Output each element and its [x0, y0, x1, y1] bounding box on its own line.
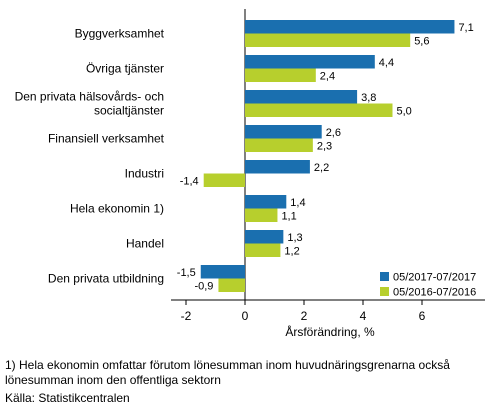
bar — [245, 20, 455, 34]
legend-swatch — [380, 272, 389, 281]
category-label: Byggverksamhet — [75, 27, 165, 41]
source-note: Källa: Statistikcentralen — [5, 391, 130, 405]
value-label: 4,4 — [379, 57, 394, 69]
value-label: 1,3 — [287, 232, 302, 244]
category-label: Hela ekonomin 1) — [70, 202, 164, 216]
category-label-line: Övriga tjänster — [86, 62, 164, 76]
value-label: 7,1 — [458, 22, 473, 34]
bar — [245, 68, 316, 82]
value-label: 2,6 — [326, 127, 341, 139]
bar — [245, 125, 322, 139]
value-label: 5,0 — [397, 105, 412, 117]
bar — [245, 230, 284, 244]
x-tick-label: 6 — [419, 309, 426, 323]
bar — [203, 173, 245, 187]
bar — [245, 90, 358, 104]
bars — [200, 20, 455, 292]
value-label: 1,4 — [290, 197, 305, 209]
value-labels: 7,1 5,6 4,4 2,4 3,8 5,0 2,62,3 2,2 -1,4 1,41,1 1,3… — [177, 22, 474, 293]
bar — [245, 160, 310, 174]
bar — [245, 243, 281, 257]
category-label: Övriga tjänster — [86, 62, 164, 76]
category-label: Den privata utbildning — [48, 272, 164, 286]
category-label-line: Finansiell verksamhet — [48, 132, 165, 146]
legend: 05/2017-07/2017 05/2016-07/2016 — [380, 272, 476, 299]
bar — [245, 138, 313, 152]
legend-label: 05/2017-07/2017 — [393, 272, 476, 284]
value-label: 2,3 — [317, 140, 332, 152]
value-label: 2,2 — [314, 162, 329, 174]
value-label: 1,1 — [281, 210, 296, 222]
category-label-line: Den privata utbildning — [48, 272, 164, 286]
category-label: Den privata hälsovårds- och socialtjänste… — [15, 90, 164, 118]
x-tick-label: 2 — [301, 309, 308, 323]
x-tick-label: -2 — [181, 309, 192, 323]
category-label-line: Byggverksamhet — [75, 27, 165, 41]
value-label: 2,4 — [320, 70, 335, 82]
bar — [245, 103, 393, 117]
x-tick-label: 0 — [242, 309, 249, 323]
category-label: Handel — [126, 237, 164, 251]
category-label-line: socialtjänster — [94, 104, 164, 118]
category-label: Industri — [125, 167, 164, 181]
bar — [218, 278, 245, 292]
bar-chart: -2 0 2 4 6 Årsförändring, % 7,1 5,6 4,4 2,4 3,8 5,… — [15, 9, 485, 339]
category-label: Finansiell verksamhet — [48, 132, 165, 146]
bar — [245, 208, 278, 222]
axes: -2 0 2 4 6 Årsförändring, % — [171, 9, 485, 339]
category-labels: Byggverksamhet Övriga tjänster Den privata… — [15, 27, 165, 286]
value-label: 3,8 — [361, 92, 376, 104]
category-label-line: Handel — [126, 237, 164, 251]
x-tick-label: 4 — [360, 309, 367, 323]
bar — [245, 55, 375, 69]
category-label-line: Hela ekonomin 1) — [70, 202, 164, 216]
legend-swatch — [380, 287, 389, 296]
bar — [245, 195, 287, 209]
value-label: 5,6 — [414, 35, 429, 47]
x-axis-title: Årsförändring, % — [285, 324, 375, 339]
footnote: 1) Hela ekonomin omfattar förutom lönesu… — [5, 358, 450, 387]
category-label-line: Industri — [125, 167, 164, 181]
value-label: 1,2 — [284, 245, 299, 257]
category-label-line: Den privata hälsovårds- och — [15, 90, 164, 104]
value-label: -1,5 — [177, 267, 196, 279]
value-label: -1,4 — [180, 175, 199, 187]
legend-label: 05/2016-07/2016 — [393, 287, 476, 299]
value-label: -0,9 — [194, 280, 213, 292]
bar — [200, 265, 245, 279]
bar — [245, 33, 411, 47]
